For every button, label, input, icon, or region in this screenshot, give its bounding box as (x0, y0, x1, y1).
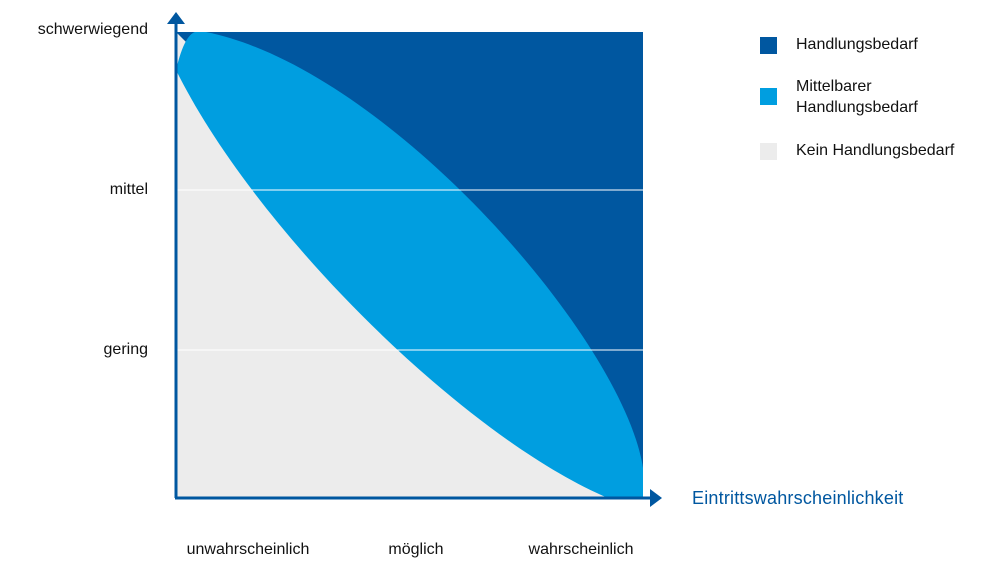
legend-label-handlungsbedarf: Handlungsbedarf (796, 36, 918, 53)
legend-swatch-handlungsbedarf (760, 37, 777, 54)
legend-label-mittelbarer-handlungsbedarf: Mittelbarer Handlungsbedarf (796, 78, 918, 116)
legend-swatch-mittelbarer-handlungsbedarf (760, 88, 777, 105)
legend-swatch-kein-handlungsbedarf (760, 143, 777, 160)
y-tick-label-schwerwiegend: schwerwiegend (37, 21, 148, 38)
legend-item-kein-handlungsbedarf: Kein Handlungsbedarf (760, 140, 954, 161)
y-axis-arrowhead (167, 12, 185, 24)
y-tick-label-gering: gering (103, 341, 148, 358)
legend-item-mittelbarer-handlungsbedarf: Mittelbarer Handlungsbedarf (760, 76, 996, 118)
region-mittelbarer-handlungsbedarf (176, 32, 643, 498)
x-tick-label-moeglich: möglich (388, 541, 444, 558)
x-tick-label-wahrscheinlich: wahrscheinlich (528, 541, 634, 558)
x-tick-label-unwahrscheinlich: unwahrscheinlich (186, 541, 310, 558)
x-axis-title: Eintrittswahrscheinlichkeit (692, 488, 904, 508)
legend-label-kein-handlungsbedarf: Kein Handlungsbedarf (796, 142, 955, 159)
y-tick-label-mittel: mittel (109, 181, 148, 198)
legend-item-handlungsbedarf: Handlungsbedarf (760, 34, 918, 55)
x-axis-arrowhead (650, 489, 662, 507)
